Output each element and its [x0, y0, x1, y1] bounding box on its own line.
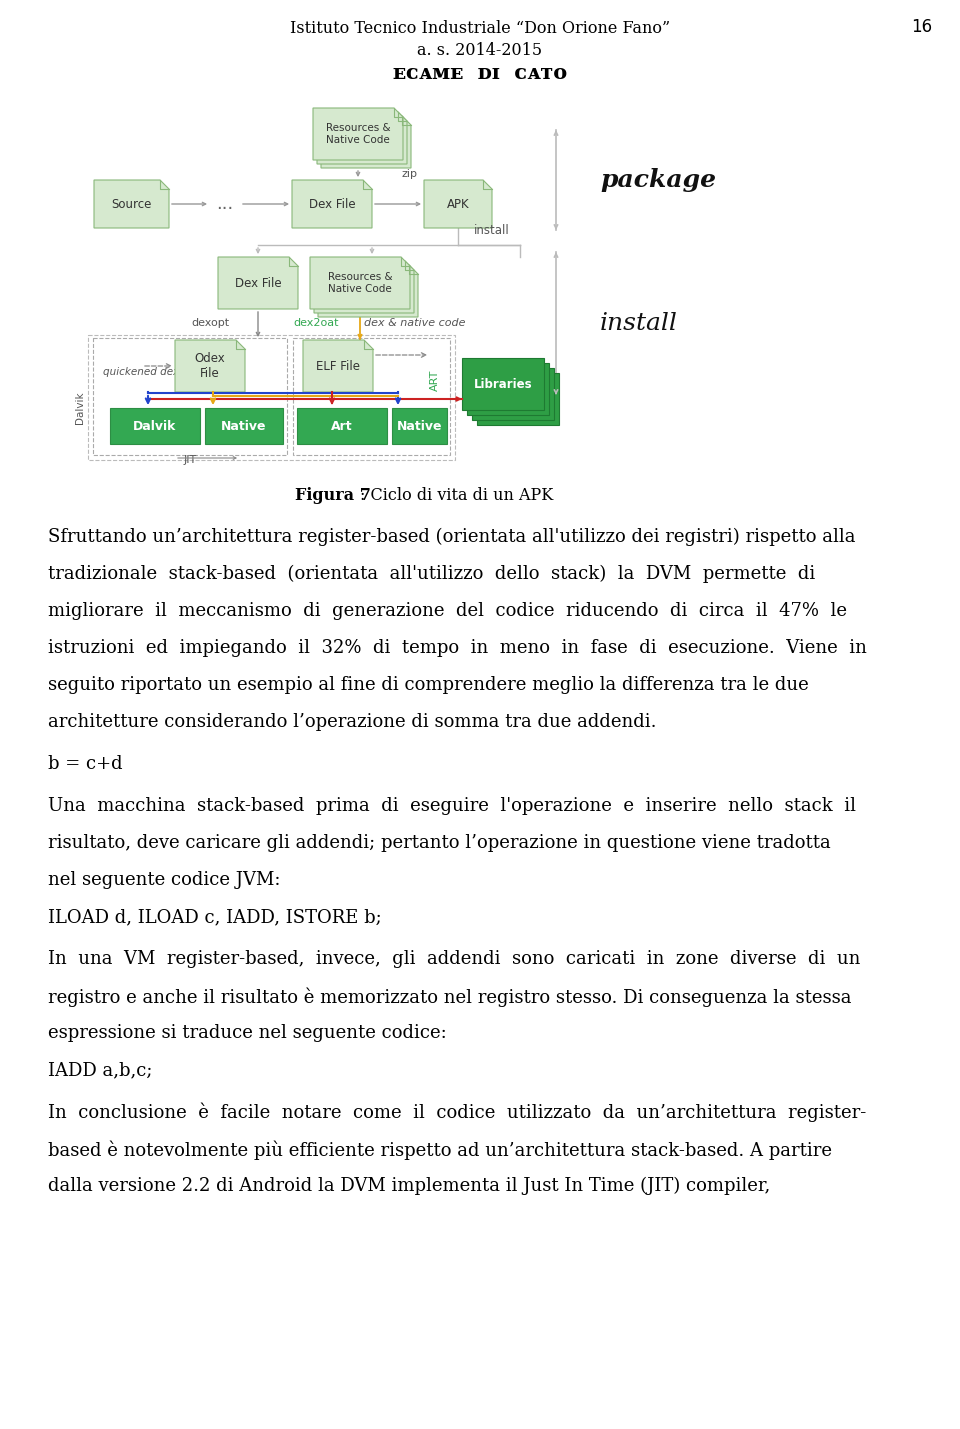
Text: Art: Art [331, 420, 353, 433]
Polygon shape [318, 264, 418, 317]
Text: quickened dex: quickened dex [103, 367, 180, 377]
Text: istruzioni  ed  impiegando  il  32%  di  tempo  in  meno  in  fase  di  esecuzio: istruzioni ed impiegando il 32% di tempo… [48, 639, 867, 657]
Polygon shape [175, 340, 245, 392]
Bar [392, 409, 447, 444]
Bar [462, 359, 544, 410]
Text: In  una  VM  register-based,  invece,  gli  addendi  sono  caricati  in  zone  d: In una VM register-based, invece, gli ad… [48, 950, 860, 967]
Polygon shape [292, 180, 372, 229]
Text: b = c+d: b = c+d [48, 755, 123, 773]
Text: Libraries: Libraries [473, 377, 532, 390]
Text: ILOAD d, ILOAD c, IADD, ISTORE b;: ILOAD d, ILOAD c, IADD, ISTORE b; [48, 907, 382, 926]
Text: Dex File: Dex File [309, 197, 355, 210]
Text: tradizionale  stack-based  (orientata  all'utilizzo  dello  stack)  la  DVM  per: tradizionale stack-based (orientata all'… [48, 564, 815, 583]
Text: Dalvik: Dalvik [75, 392, 85, 424]
Bar [467, 363, 549, 414]
Text: dex & native code: dex & native code [364, 319, 466, 329]
Polygon shape [94, 180, 169, 229]
Text: migliorare  il  meccanismo  di  generazione  del  codice  riducendo  di  circa  : migliorare il meccanismo di generazione … [48, 602, 847, 620]
Text: seguito riportato un esempio al fine di comprendere meglio la differenza tra le : seguito riportato un esempio al fine di … [48, 676, 808, 694]
Text: APK: APK [446, 197, 469, 210]
Text: Native: Native [396, 420, 443, 433]
Text: architetture considerando l’operazione di somma tra due addendi.: architetture considerando l’operazione d… [48, 713, 657, 732]
Text: ELF File: ELF File [316, 360, 360, 373]
Text: Dex File: Dex File [234, 276, 281, 290]
Text: Native: Native [221, 420, 267, 433]
Polygon shape [313, 109, 403, 160]
Text: dex2oat: dex2oat [293, 319, 339, 329]
Text: based è notevolmente più efficiente rispetto ad un’architettura stack-based. A p: based è notevolmente più efficiente risp… [48, 1140, 832, 1159]
Text: Resources &
Native Code: Resources & Native Code [327, 272, 393, 294]
Polygon shape [303, 340, 373, 392]
Text: a. s. 2014-2015: a. s. 2014-2015 [418, 41, 542, 59]
Text: Resources &
Native Code: Resources & Native Code [325, 123, 391, 144]
Text: JIT: JIT [183, 454, 197, 464]
Polygon shape [321, 116, 411, 169]
Text: In  conclusione  è  facile  notare  come  il  codice  utilizzato  da  un’archite: In conclusione è facile notare come il c… [48, 1103, 866, 1123]
Text: install: install [600, 312, 678, 334]
Bar [297, 409, 387, 444]
Text: Odex
File: Odex File [195, 352, 226, 380]
Text: Source: Source [111, 197, 152, 210]
Polygon shape [310, 257, 410, 309]
Text: dalla versione 2.2 di Android la DVM implementa il Just In Time (JIT) compiler,: dalla versione 2.2 di Android la DVM imp… [48, 1177, 770, 1195]
Text: IADD a,b,c;: IADD a,b,c; [48, 1060, 153, 1079]
Text: zip: zip [402, 169, 418, 179]
Polygon shape [218, 257, 298, 309]
Text: Figura 7: Figura 7 [295, 487, 371, 504]
Text: Istituto Tecnico Industriale “Don Orione Fano”: Istituto Tecnico Industriale “Don Orione… [290, 20, 670, 37]
Bar [110, 409, 200, 444]
Text: ...: ... [216, 194, 233, 213]
Text: Dalvik: Dalvik [133, 420, 177, 433]
Text: Sfruttando un’architettura register-based (orientata all'utilizzo dei registri) : Sfruttando un’architettura register-base… [48, 527, 855, 546]
Text: 16: 16 [911, 19, 932, 36]
Text: nel seguente codice JVM:: nel seguente codice JVM: [48, 872, 280, 889]
Polygon shape [424, 180, 492, 229]
Bar [205, 409, 283, 444]
Bar [477, 373, 559, 424]
Text: dexopt: dexopt [191, 319, 229, 329]
Polygon shape [314, 262, 414, 313]
Text: install: install [474, 224, 510, 237]
Text: : Ciclo di vita di un APK: : Ciclo di vita di un APK [360, 487, 553, 504]
Bar [472, 369, 554, 420]
Text: risultato, deve caricare gli addendi; pertanto l’operazione in questione viene t: risultato, deve caricare gli addendi; pe… [48, 835, 830, 852]
Polygon shape [317, 111, 407, 164]
Text: registro e anche il risultato è memorizzato nel registro stesso. Di conseguenza : registro e anche il risultato è memorizz… [48, 987, 852, 1006]
Text: espressione si traduce nel seguente codice:: espressione si traduce nel seguente codi… [48, 1025, 446, 1042]
Text: ᴇᴄᴀᴍᴇ  ᴅɪ  ᴄᴀᴛᴏ: ᴇᴄᴀᴍᴇ ᴅɪ ᴄᴀᴛᴏ [393, 63, 567, 83]
Text: ART: ART [430, 369, 440, 390]
Text: package: package [600, 169, 716, 191]
Text: Una  macchina  stack-based  prima  di  eseguire  l'operazione  e  inserire  nell: Una macchina stack-based prima di esegui… [48, 797, 856, 815]
